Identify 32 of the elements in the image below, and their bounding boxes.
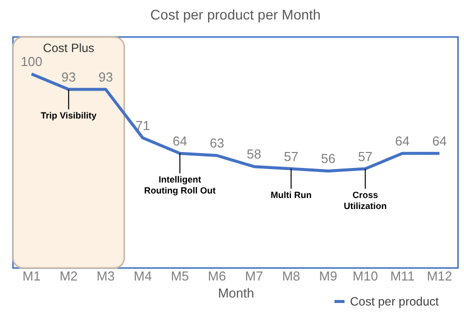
data-label: 64	[395, 133, 410, 148]
x-tick-label: M7	[245, 268, 264, 284]
data-label: 64	[432, 133, 447, 148]
data-label: 64	[172, 133, 188, 148]
x-tick-label: M4	[134, 268, 152, 284]
data-label: 93	[98, 69, 113, 84]
data-label: 100	[20, 54, 42, 69]
data-label: 57	[284, 148, 298, 164]
data-label: 63	[210, 136, 224, 151]
annotation: Trip Visibility	[40, 110, 97, 120]
x-tick-label: M12	[426, 268, 452, 284]
data-label: 57	[358, 148, 373, 164]
annotation: Multi Run	[270, 190, 312, 200]
data-label: 56	[320, 150, 336, 166]
chart-title: Cost per product per Month	[150, 6, 321, 22]
legend-label: Cost per product	[350, 294, 440, 308]
x-tick-label: M6	[208, 268, 226, 284]
x-tick-label: M5	[170, 268, 189, 284]
x-axis-title: Month	[218, 286, 254, 300]
x-tick-label: M2	[60, 268, 78, 284]
band-label: Cost Plus	[42, 41, 94, 55]
annotation: Cross Utilization	[344, 190, 387, 211]
x-tick-label: M1	[22, 268, 41, 284]
data-label: 93	[61, 69, 76, 84]
data-label: 71	[136, 118, 150, 133]
x-tick-label: M9	[319, 268, 338, 284]
data-label: 58	[246, 146, 262, 162]
x-tick-label: M8	[282, 268, 300, 284]
annotation: Intelligent Routing Roll Out	[144, 174, 216, 196]
x-tick-label: M10	[352, 268, 378, 284]
x-tick-label: M11	[390, 268, 415, 284]
x-tick-label: M3	[96, 268, 115, 284]
